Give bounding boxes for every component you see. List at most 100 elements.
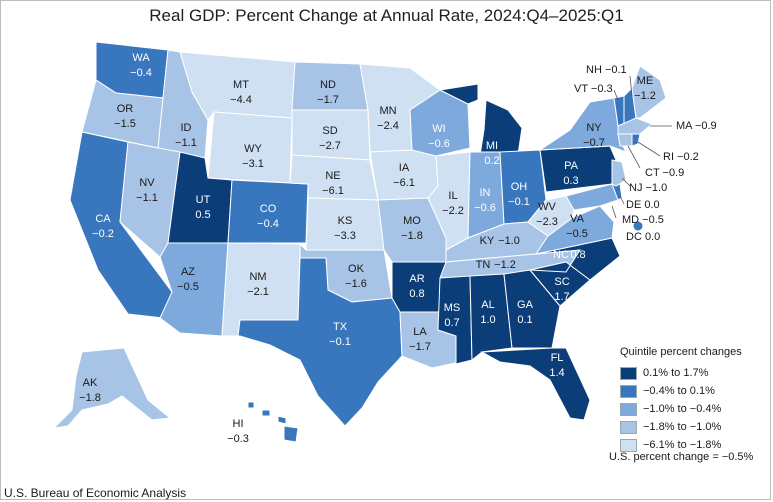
legend-label: −1.0% to −0.4% [643,403,722,415]
label-ar-abbr: AR [409,273,424,285]
label-id-abbr: ID [181,122,192,134]
legend-swatch [620,438,637,452]
state-al[interactable] [469,273,513,362]
label-wv-value: −2.3 [536,216,558,228]
state-ia[interactable] [369,149,439,201]
source-note: U.S. Bureau of Economic Analysis [4,486,187,500]
label-ne-value: −6.1 [322,185,344,197]
label-me-abbr: ME [637,75,654,87]
state-ri[interactable] [631,133,641,147]
state-tx[interactable] [237,257,403,427]
label-ak-value: −1.8 [79,392,101,404]
label-nd-abbr: ND [320,79,336,91]
us-percent-change: U.S. percent change = −0.5% [609,451,754,463]
legend-title: Quintile percent changes [620,346,742,358]
label-ca-value: −0.2 [92,228,114,240]
label-ca-abbr: CA [95,213,111,225]
label-in-value: −0.6 [474,202,496,214]
label-tx-abbr: TX [333,321,348,333]
state-hi[interactable] [247,401,299,443]
label-nj: NJ −1.0 [629,182,667,194]
state-ma[interactable] [617,117,653,135]
label-il-abbr: IL [448,190,457,202]
state-labels: WA −0.4 OR −1.5 CA −0.2 ID −1.1 NV −1.1 … [79,52,656,445]
legend-label: −6.1% to −1.8% [643,439,722,451]
label-ks-value: −3.3 [334,230,356,242]
label-nv-value: −1.1 [136,192,158,204]
label-ms-abbr: MS [444,302,461,314]
label-pa-abbr: PA [564,160,579,172]
label-tn-value: −1.2 [494,259,516,271]
label-fl-value: 1.4 [549,367,564,379]
legend: Quintile percent changes 0.1% to 1.7% −0… [620,346,742,454]
label-nd-value: −1.7 [317,94,339,106]
label-ak-abbr: AK [83,377,98,389]
label-nm-value: −2.1 [247,286,269,298]
label-hi-abbr: HI [233,418,244,430]
label-nh: NH −0.1 [586,64,627,76]
label-wy-abbr: WY [244,143,262,155]
label-mo-abbr: MO [403,215,421,227]
label-ok-value: −1.6 [345,278,367,290]
label-md: MD −0.5 [622,214,664,226]
label-dc: DC 0.0 [626,231,660,243]
label-va-abbr: VA [570,213,585,225]
label-me-value: −1.2 [634,90,656,102]
label-mi-value: 0.2 [484,155,499,167]
label-la-value: −1.7 [409,341,431,353]
label-sc-value: 1.7 [554,291,569,303]
label-de: DE 0.0 [626,199,660,211]
label-in-abbr: IN [480,187,491,199]
label-mn-abbr: MN [379,105,396,117]
label-ia-value: −6.1 [393,177,415,189]
label-ga-value: 0.1 [517,314,532,326]
label-mt-abbr: MT [233,79,249,91]
label-ky-abbr: KY [480,235,495,247]
label-az-value: −0.5 [177,281,199,293]
label-wi-abbr: WI [432,123,445,135]
state-ct[interactable] [617,133,633,147]
leader-nh [629,75,633,97]
label-ok-abbr: OK [348,263,365,275]
label-oh-value: −0.1 [508,196,530,208]
label-hi-value: −0.3 [227,433,249,445]
label-mn-value: −2.4 [377,120,399,132]
label-ny-value: −0.7 [583,137,605,149]
label-ny-abbr: NY [586,122,602,134]
label-ct: CT −0.9 [645,167,684,179]
label-ar-value: 0.8 [409,288,424,300]
label-la-abbr: LA [413,326,427,338]
legend-item: −0.4% to 0.1% [620,382,742,400]
label-ma: MA −0.9 [676,120,717,132]
state-nc[interactable] [529,237,621,281]
legend-swatch [620,366,637,380]
state-nj[interactable] [611,159,627,187]
leader-vt [613,89,619,101]
label-sc-abbr: SC [554,276,569,288]
state-ak[interactable] [52,347,172,429]
leader-nj [621,177,631,187]
label-or-abbr: OR [117,103,134,115]
label-nv-abbr: NV [139,177,155,189]
label-ga-abbr: GA [517,299,534,311]
label-tx-value: −0.1 [329,336,351,348]
state-dc[interactable] [632,220,644,232]
state-fl[interactable] [480,347,591,421]
label-ks-abbr: KS [338,215,353,227]
state-md[interactable] [565,183,619,211]
leader-ri [637,141,661,157]
label-fl-abbr: FL [551,352,564,364]
label-sd-abbr: SD [322,125,337,137]
label-ne-abbr: NE [325,170,340,182]
label-va-value: −0.5 [566,228,588,240]
legend-item: −1.0% to −0.4% [620,400,742,418]
label-ut-value: 0.5 [195,209,210,221]
label-mt-value: −4.4 [230,94,252,106]
state-ar[interactable] [391,261,447,313]
legend-label: −0.4% to 0.1% [643,385,715,397]
label-nc-value: 0.8 [570,249,585,261]
legend-item: −1.8% to −1.0% [620,418,742,436]
label-ky-value: −1.0 [498,235,520,247]
external-labels: NH −0.1 VT −0.3 MA −0.9 RI −0.2 CT −0.9 … [574,64,717,243]
